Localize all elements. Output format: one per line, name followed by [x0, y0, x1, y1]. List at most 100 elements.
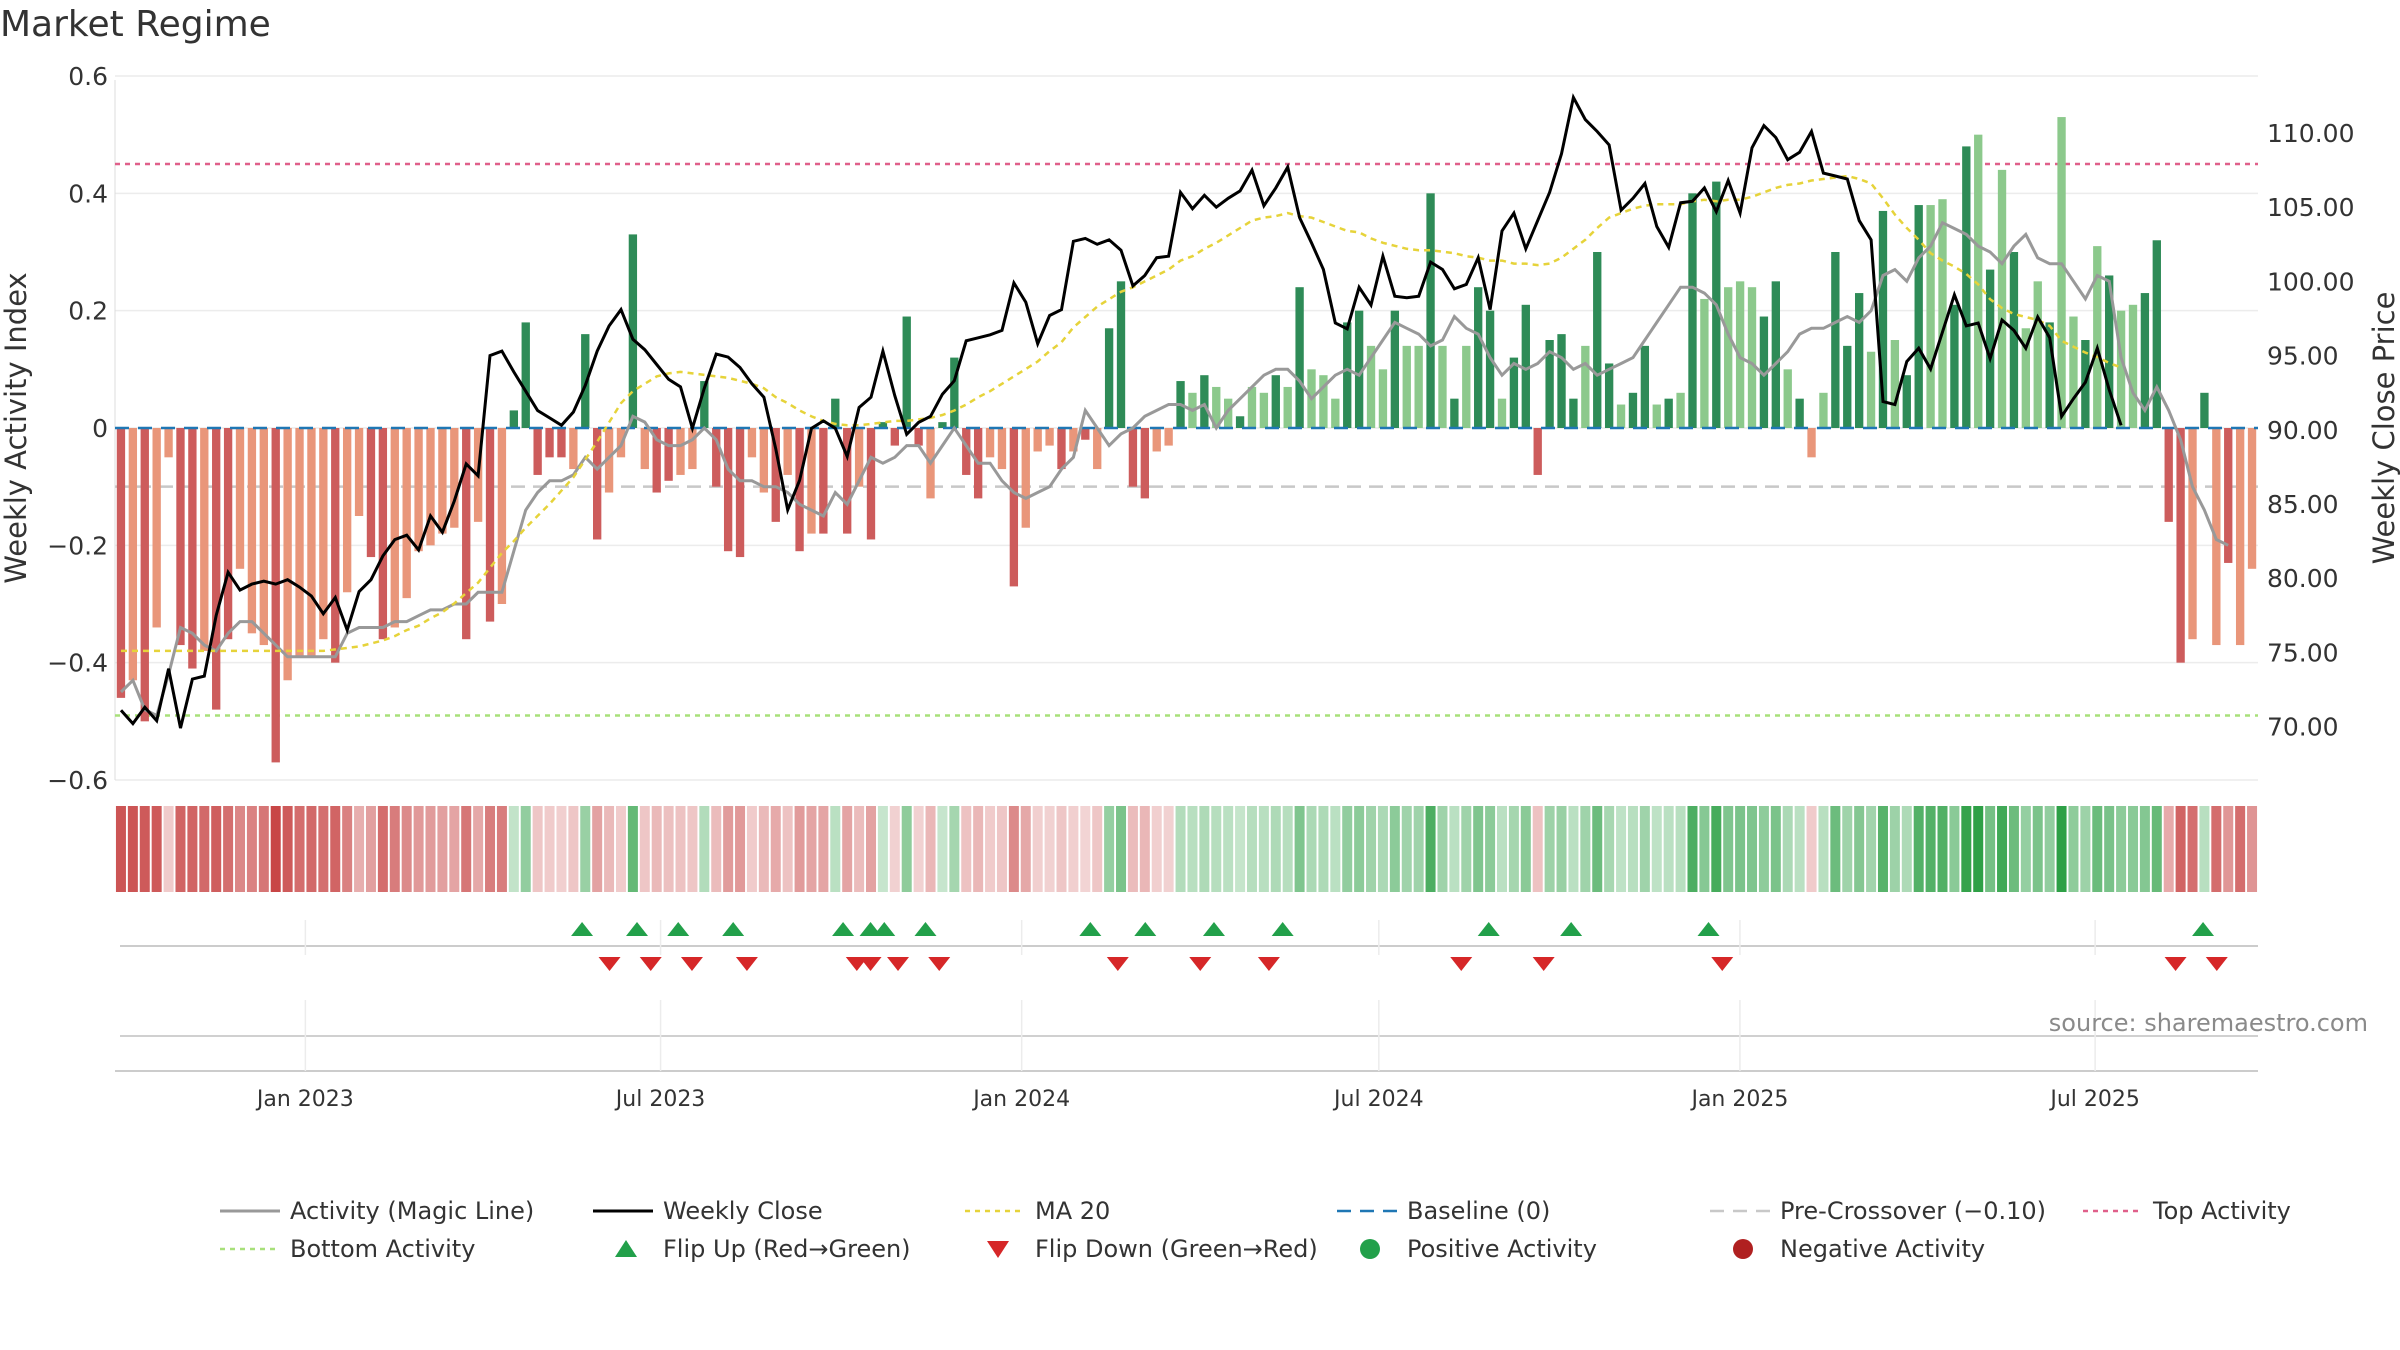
regime-strip-cell — [1973, 806, 1984, 892]
activity-bar — [1985, 269, 1995, 428]
flip-up-marker — [722, 922, 745, 936]
activity-bar — [1783, 369, 1792, 428]
activity-bar — [962, 428, 971, 475]
activity-bar — [1152, 428, 1161, 452]
regime-strip-cell — [1877, 806, 1888, 892]
activity-bar — [342, 428, 352, 593]
regime-strip-cell — [1092, 806, 1103, 892]
regime-strip-cell — [532, 806, 543, 892]
regime-strip-cell — [1735, 806, 1746, 892]
y2-tick-label: 70.00 — [2267, 713, 2339, 742]
activity-bar — [1224, 398, 1233, 428]
regime-strip-cell — [449, 806, 460, 892]
activity-bar — [378, 428, 388, 640]
activity-bar — [1450, 398, 1459, 428]
regime-strip-cell — [1473, 806, 1484, 892]
regime-strip-cell — [1104, 806, 1115, 892]
activity-bar — [1664, 398, 1673, 428]
regime-strip-cell — [306, 806, 317, 892]
legend-label: Top Activity — [2152, 1197, 2291, 1225]
regime-strip-cell — [1485, 806, 1496, 892]
legend-label: Positive Activity — [1407, 1235, 1597, 1263]
regime-strip-cell — [770, 806, 781, 892]
regime-strip-cell — [1711, 806, 1722, 892]
regime-strip-cell — [866, 806, 877, 892]
activity-bar — [223, 428, 233, 640]
activity-bar — [1081, 428, 1090, 440]
activity-bar — [1509, 357, 1519, 428]
activity-bar — [1390, 310, 1400, 428]
activity-bar — [1974, 134, 1983, 428]
activity-bar — [1295, 287, 1304, 428]
regime-strip-cell — [615, 806, 626, 892]
activity-bar — [1200, 375, 1209, 428]
flip-up-marker — [832, 922, 855, 936]
regime-strip-cell — [1461, 806, 1472, 892]
regime-strip-cell — [187, 806, 198, 892]
activity-bar — [307, 428, 316, 657]
regime-strip-cell — [1413, 806, 1424, 892]
regime-strip-cell — [877, 806, 888, 892]
activity-bar — [1724, 287, 1733, 428]
regime-strip-cell — [401, 806, 412, 892]
activity-bar — [1414, 345, 1423, 428]
regime-strip-cell — [985, 806, 996, 892]
ma20-line — [121, 174, 2122, 653]
regime-strip-cell — [211, 806, 222, 892]
regime-strip-cell — [663, 806, 674, 892]
regime-strip-cell — [782, 806, 793, 892]
regime-strip-cell — [1366, 806, 1377, 892]
activity-bar — [128, 428, 138, 681]
flip-up-marker — [873, 922, 896, 936]
regime-strip-cell — [973, 806, 984, 892]
regime-strip-cell — [1068, 806, 1079, 892]
activity-bar — [1343, 322, 1352, 428]
activity-bar — [366, 428, 376, 558]
activity-bar — [1283, 386, 1292, 428]
legend-swatch — [615, 1240, 637, 1257]
regime-strip-cell — [1782, 806, 1793, 892]
regime-strip-cell — [2175, 806, 2186, 892]
regime-strip-cell — [627, 806, 638, 892]
regime-strip-cell — [746, 806, 757, 892]
activity-bar — [2021, 328, 2031, 428]
x-tick-label: Jan 2024 — [971, 1087, 1070, 1112]
activity-bar — [664, 428, 673, 481]
source-label: source: sharemaestro.com — [2048, 1009, 2368, 1037]
regime-strip-cell — [1949, 806, 1960, 892]
activity-bar — [414, 428, 423, 552]
regime-strip-cell — [1723, 806, 1734, 892]
activity-bar — [1557, 334, 1566, 428]
activity-bar — [1366, 345, 1376, 428]
regime-strip-cell — [294, 806, 305, 892]
activity-bar — [247, 428, 257, 634]
regime-strip-cell — [342, 806, 353, 892]
activity-bar — [402, 428, 411, 599]
x-tick-label: Jul 2024 — [1332, 1087, 1424, 1112]
regime-strip-cell — [318, 806, 329, 892]
regime-strip-cell — [1794, 806, 1805, 892]
activity-bar — [319, 428, 328, 640]
activity-bar — [1747, 287, 1757, 428]
regime-strip-cell — [1044, 806, 1055, 892]
activity-bar — [1057, 428, 1066, 470]
regime-strip-cell — [258, 806, 269, 892]
y-tick-label: 0.6 — [68, 62, 108, 91]
regime-strip-cell — [1056, 806, 1067, 892]
regime-strip-cell — [461, 806, 472, 892]
regime-strip-cell — [2235, 806, 2246, 892]
activity-bar — [2164, 428, 2173, 522]
activity-bar — [1378, 369, 1388, 428]
regime-strip-cell — [1187, 806, 1198, 892]
activity-bar — [1331, 398, 1340, 428]
flip-up-marker — [1202, 922, 1225, 936]
activity-bar — [1474, 287, 1483, 428]
activity-bar — [1438, 345, 1447, 428]
regime-strip-cell — [1032, 806, 1043, 892]
regime-strip-cell — [1449, 806, 1460, 892]
regime-strip-cell — [1616, 806, 1627, 892]
flip-up-marker — [1134, 922, 1157, 936]
activity-bar — [1807, 428, 1816, 458]
regime-strip-cell — [127, 806, 138, 892]
